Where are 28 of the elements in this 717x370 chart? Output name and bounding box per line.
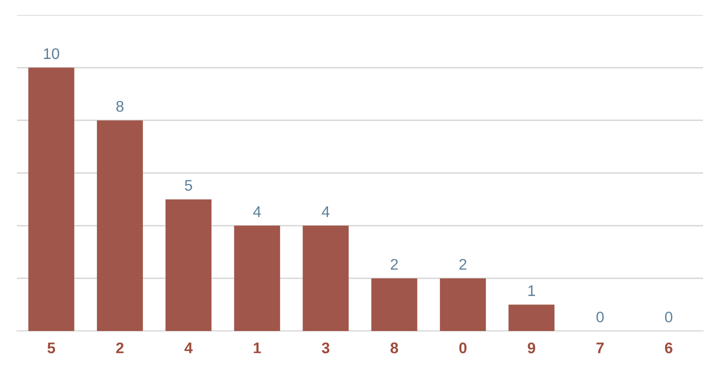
bar [28, 68, 74, 331]
x-tick-label: 4 [184, 342, 193, 354]
x-tick-label: 7 [596, 342, 604, 354]
x-tick-label: 3 [322, 342, 330, 354]
bar [302, 226, 349, 331]
data-label: 5 [184, 180, 192, 191]
x-tick-label: 1 [254, 342, 261, 354]
data-label: 8 [116, 100, 124, 112]
bar [96, 120, 143, 331]
bar [371, 278, 418, 331]
bar [440, 278, 486, 331]
x-tick-label: 6 [665, 342, 672, 354]
x-tick-label: 8 [390, 342, 398, 354]
bar [234, 226, 280, 331]
x-tick-label: 5 [48, 342, 56, 354]
x-tick-label: 9 [528, 342, 536, 354]
data-label: 0 [596, 312, 604, 322]
data-label: 1 [528, 285, 536, 296]
data-label: 2 [459, 258, 466, 270]
data-label: 2 [390, 258, 398, 270]
bar [166, 199, 212, 331]
data-label: 0 [665, 312, 672, 322]
data-label: 4 [322, 206, 330, 217]
x-tick-label: 0 [459, 342, 467, 354]
x-tick-label: 2 [116, 342, 124, 354]
data-label: 10 [44, 48, 60, 60]
data-label: 4 [253, 206, 261, 217]
bar [508, 304, 554, 331]
